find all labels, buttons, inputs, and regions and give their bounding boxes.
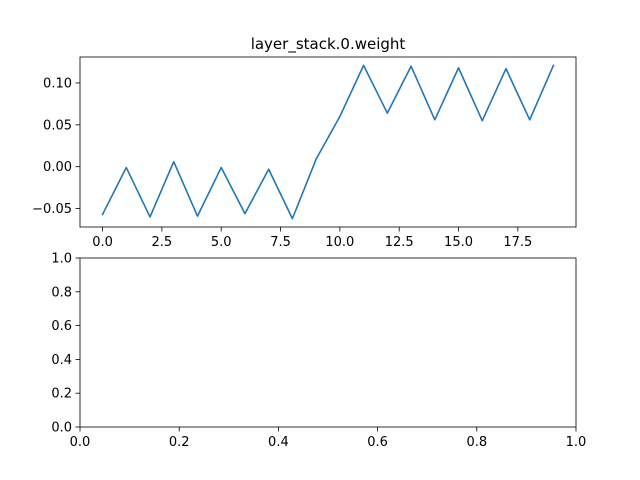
bottom-y-tick-label-5: 1.0 bbox=[51, 252, 72, 267]
top-axes: layer_stack.0.weight 0.0 2.5 5.0 7.5 10.0 12.… bbox=[32, 35, 577, 250]
bottom-y-ticks: 0.0 0.2 0.4 0.6 0.8 1.0 bbox=[51, 252, 80, 436]
bottom-x-tick-label-0: 0.0 bbox=[70, 435, 91, 450]
top-y-tick-label-3: 0.10 bbox=[43, 76, 72, 91]
top-x-tick-label-6: 15.0 bbox=[444, 235, 473, 250]
bottom-axes-frame bbox=[79, 257, 577, 428]
bottom-x-tick-label-3: 0.6 bbox=[367, 435, 388, 450]
top-x-ticks: 0.0 2.5 5.0 7.5 10.0 12.5 15.0 17.5 bbox=[92, 227, 532, 250]
bottom-x-tick-label-1: 0.2 bbox=[169, 435, 190, 450]
bottom-x-tick-label-4: 0.8 bbox=[466, 435, 487, 450]
top-x-tick-label-5: 12.5 bbox=[385, 235, 414, 250]
top-y-ticks: −0.05 0.00 0.05 0.10 bbox=[32, 76, 80, 217]
top-y-tick-label-0: −0.05 bbox=[32, 202, 72, 217]
bottom-x-ticks: 0.0 0.2 0.4 0.6 0.8 1.0 bbox=[70, 427, 587, 450]
top-x-tick-label-0: 0.0 bbox=[92, 235, 113, 250]
bottom-y-tick-label-2: 0.4 bbox=[51, 353, 72, 368]
bottom-x-tick-label-5: 1.0 bbox=[566, 435, 587, 450]
bottom-y-tick-label-3: 0.6 bbox=[51, 319, 72, 334]
top-series-line-0 bbox=[101, 64, 555, 220]
bottom-y-tick-label-4: 0.8 bbox=[51, 285, 72, 300]
top-x-tick-label-3: 7.5 bbox=[270, 235, 291, 250]
top-y-tick-label-2: 0.05 bbox=[43, 118, 72, 133]
bottom-y-tick-label-0: 0.0 bbox=[51, 421, 72, 436]
top-x-tick-label-1: 2.5 bbox=[152, 235, 173, 250]
top-x-tick-label-4: 10.0 bbox=[325, 235, 354, 250]
top-x-tick-label-2: 5.0 bbox=[211, 235, 232, 250]
bottom-x-tick-label-2: 0.4 bbox=[268, 435, 289, 450]
bottom-axes: 0.0 0.2 0.4 0.6 0.8 1.0 0.0 0.2 0.4 0.6 0.8 1.0 bbox=[51, 252, 586, 451]
top-axes-frame bbox=[79, 56, 577, 228]
top-chart-title: layer_stack.0.weight bbox=[251, 35, 406, 54]
top-x-tick-label-7: 17.5 bbox=[503, 235, 532, 250]
bottom-y-tick-label-1: 0.2 bbox=[51, 387, 72, 402]
top-series-layer bbox=[101, 64, 555, 220]
top-y-tick-label-1: 0.00 bbox=[43, 160, 72, 175]
